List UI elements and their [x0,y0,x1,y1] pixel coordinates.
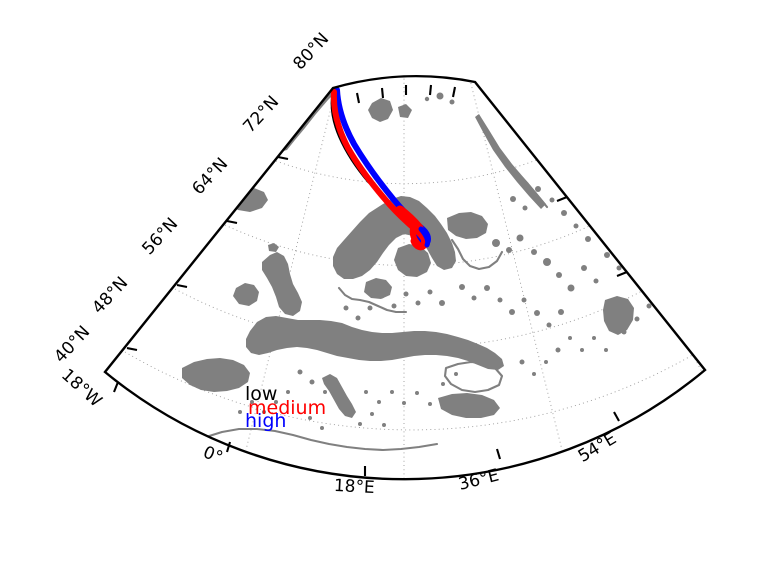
coast-scotland-isles [268,243,279,252]
track-high-terminus [418,226,431,248]
coast-baltic-fill [364,278,392,299]
coast-novaya-zemlya-fill [475,114,546,209]
tick-bottom-54E [613,411,620,422]
coast-italy [322,374,356,418]
lon-label-54e: 54°E [575,429,620,467]
coast-iberia [182,358,250,392]
coast-anatolia [438,393,500,418]
tick-top [428,84,433,96]
legend-label-high: high [245,410,286,432]
coast-caspian [603,296,634,335]
lon-label-18w: 18°W [57,365,105,411]
tick-top [380,87,385,99]
coast-europe-mainland [246,316,504,370]
lat-label-72n: 72°N [239,92,283,137]
tick-right [556,196,568,202]
tick-left-56 [176,283,188,289]
coast-kola [447,212,488,239]
coast-ireland [233,283,259,306]
legend: low medium high [245,383,326,432]
tick-top [355,92,361,104]
coast-denmark [337,286,408,314]
lat-label-64n: 64°N [188,154,232,199]
tick-left-48 [126,346,138,352]
gridline-parallel-64 [224,219,603,266]
tick-bottom-18W [113,381,119,393]
lat-label-80n: 80°N [289,29,333,74]
coast-islet [436,92,444,100]
frame-outline [103,75,707,481]
coast-svalbard [368,98,393,122]
lon-label-0: 0° [200,442,225,468]
legend-label-medium: medium [248,397,326,419]
tick-left-72 [277,155,289,161]
coast-white-sea [450,238,504,271]
tick-left-64 [226,219,238,225]
coast-islet [449,99,455,105]
tick-bottom-36E [495,448,502,460]
gridline-parallel-48 [124,346,705,431]
gridline-meridian-54E [403,76,703,373]
coast-islet [424,96,430,102]
gridline-parallel-40 [105,409,705,480]
coastlines [182,90,665,452]
coast-svalbard-east [398,104,412,118]
tick-top [451,86,457,98]
lat-label-56n: 56°N [138,214,182,259]
coast-black-sea [443,360,504,394]
legend-label-low: low [245,383,277,405]
lon-label-36e: 36°E [457,466,501,495]
coast-north-africa [204,427,439,452]
map-frame [103,75,707,481]
lon-label-18e: 18°E [333,476,375,498]
coast-scandinavia [333,196,456,279]
coast-great-britain [262,252,302,316]
tick-right [616,271,628,277]
lat-label-48n: 48°N [88,273,132,318]
coast-lake [406,251,422,267]
lat-label-40n: 40°N [50,322,94,367]
tick-bottom-0 [225,441,232,453]
track-group [330,87,431,251]
